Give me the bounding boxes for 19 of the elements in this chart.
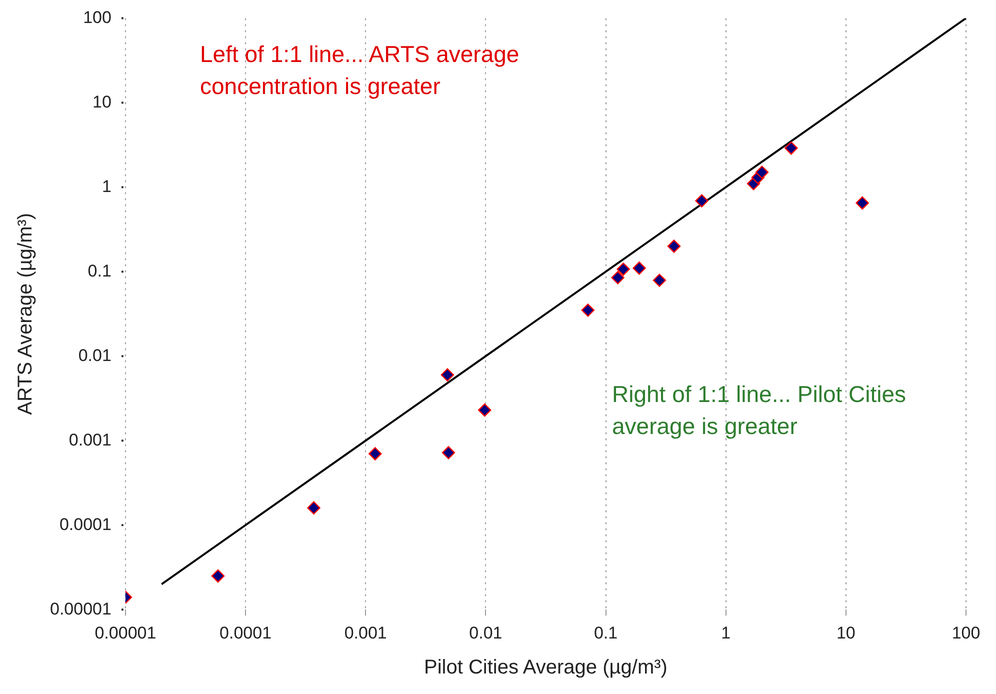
y-tick-label: 0.1 xyxy=(88,261,112,280)
x-tick-label: 100 xyxy=(952,623,980,642)
y-tick-label: 0.0001 xyxy=(59,514,112,534)
x-tick-label: 10 xyxy=(836,623,856,642)
y-tick-label: 100 xyxy=(83,8,112,27)
x-tick-label: 1 xyxy=(721,623,731,642)
annotation: Right of 1:1 line... Pilot Cities average is greater xyxy=(612,380,908,441)
y-tick-label: 0.00001 xyxy=(50,599,112,618)
y-axis-title: ARTS Average (µg/m³) xyxy=(14,212,37,415)
y-tick-label: 1 xyxy=(102,176,112,196)
y-tick-label: 0.01 xyxy=(78,346,112,365)
x-tick-label: 0.1 xyxy=(594,623,618,642)
annotation: Left of 1:1 line... ARTS average concentration is greater xyxy=(200,40,520,101)
y-tick-label: 0.001 xyxy=(68,430,112,450)
y-tick-label: 10 xyxy=(92,92,112,112)
x-tick-label: 0.001 xyxy=(344,623,387,642)
x-tick-label: 0.01 xyxy=(469,623,502,642)
x-axis-title: Pilot Cities Average (µg/m³) xyxy=(424,656,668,679)
x-tick-label: 0.0001 xyxy=(220,623,272,642)
